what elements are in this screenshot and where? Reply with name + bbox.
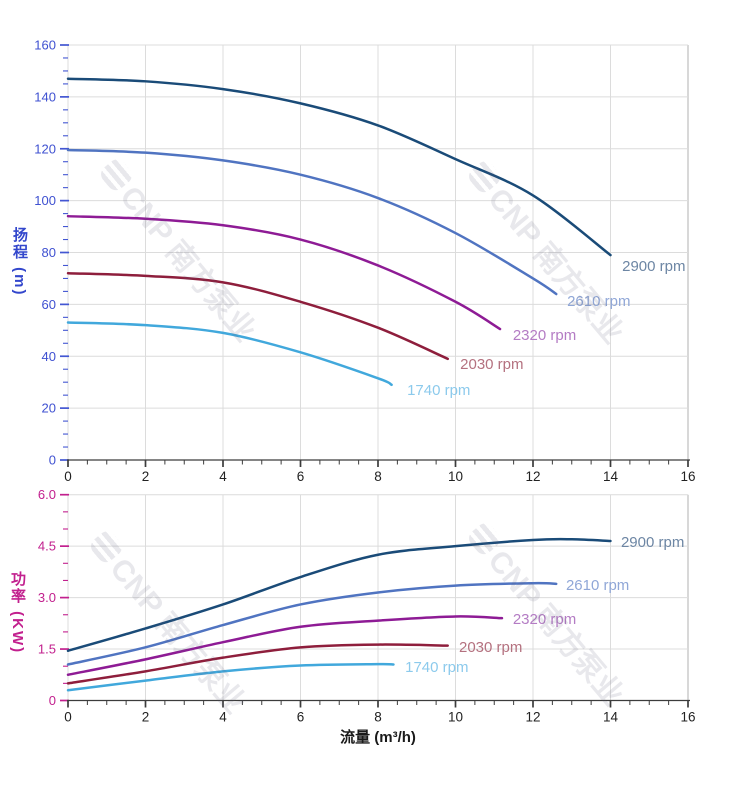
svg-text:14: 14 <box>603 469 619 484</box>
head-vs-flow-label-2900-rpm: 2900 rpm <box>622 258 685 275</box>
power-vs-flow-series-1740-rpm: 1740 rpm <box>66 659 469 692</box>
svg-text:10: 10 <box>448 469 463 484</box>
svg-text:2: 2 <box>142 710 150 725</box>
power-vs-flow-label-2320-rpm: 2320 rpm <box>513 611 576 628</box>
head-vs-flow-series-2900-rpm: 2900 rpm <box>66 77 686 275</box>
svg-text:1.5: 1.5 <box>38 642 56 657</box>
power-vs-flow-label-2610-rpm: 2610 rpm <box>566 577 629 594</box>
svg-text:40: 40 <box>42 349 56 364</box>
power-vs-flow-chart: 0 1.5 3.0 4.5 6.0 0 2 4 6 8 10 12 14 16 2900 rpm 2610 r… <box>38 487 696 724</box>
svg-text:20: 20 <box>42 401 56 416</box>
svg-text:4: 4 <box>219 710 227 725</box>
svg-text:0: 0 <box>49 453 56 468</box>
power-vs-flow-label-1740-rpm: 1740 rpm <box>405 659 468 676</box>
power-vs-flow-label-2900-rpm: 2900 rpm <box>621 534 684 551</box>
svg-text:160: 160 <box>34 38 56 53</box>
head-vs-flow-x-axis: 0 2 4 6 8 10 12 14 16 <box>64 459 696 484</box>
svg-text:16: 16 <box>680 469 695 484</box>
head-vs-flow-series-2320-rpm: 2320 rpm <box>66 214 576 344</box>
svg-text:8: 8 <box>374 710 382 725</box>
svg-text:8: 8 <box>374 469 382 484</box>
head-axis-title: 扬程 (m) <box>11 227 28 297</box>
head-vs-flow-grid <box>67 44 689 460</box>
svg-text:4.5: 4.5 <box>38 539 56 554</box>
flow-axis-title: 流量 (m³/h) <box>340 729 416 746</box>
svg-text:12: 12 <box>525 710 540 725</box>
power-axis-title: 功率 (KW) <box>9 571 26 655</box>
head-vs-flow-label-2320-rpm: 2320 rpm <box>513 327 576 344</box>
svg-text:0: 0 <box>49 693 56 708</box>
svg-text:6: 6 <box>297 469 305 484</box>
svg-text:3.0: 3.0 <box>38 590 56 605</box>
svg-text:10: 10 <box>448 710 463 725</box>
head-vs-flow-label-1740-rpm: 1740 rpm <box>407 382 470 399</box>
svg-text:100: 100 <box>34 193 56 208</box>
power-vs-flow-label-2030-rpm: 2030 rpm <box>459 639 522 656</box>
svg-text:14: 14 <box>603 710 619 725</box>
power-vs-flow-series-2900-rpm: 2900 rpm <box>66 534 684 653</box>
power-vs-flow-series-2610-rpm: 2610 rpm <box>66 577 629 666</box>
svg-text:60: 60 <box>42 297 56 312</box>
head-vs-flow-series-2610-rpm: 2610 rpm <box>66 148 630 310</box>
svg-text:12: 12 <box>525 469 540 484</box>
svg-text:80: 80 <box>42 245 56 260</box>
svg-text:0: 0 <box>64 710 72 725</box>
svg-text:140: 140 <box>34 89 56 104</box>
head-vs-flow-chart: 0 20 40 60 80 100 120 140 160 0 2 4 6 8 10 12 14 16 2900 r… <box>34 38 695 485</box>
svg-text:2: 2 <box>142 469 150 484</box>
svg-text:6.0: 6.0 <box>38 487 56 502</box>
head-vs-flow-label-2610-rpm: 2610 rpm <box>567 293 630 310</box>
power-vs-flow-y-axis: 0 1.5 3.0 4.5 6.0 <box>38 487 69 708</box>
head-vs-flow-label-2030-rpm: 2030 rpm <box>460 356 523 373</box>
head-vs-flow-series-1740-rpm: 1740 rpm <box>66 321 470 399</box>
svg-text:6: 6 <box>297 710 305 725</box>
svg-text:16: 16 <box>680 710 695 725</box>
power-vs-flow-grid <box>67 494 689 701</box>
svg-text:120: 120 <box>34 141 56 156</box>
power-vs-flow-x-axis: 0 2 4 6 8 10 12 14 16 <box>64 699 696 725</box>
svg-text:4: 4 <box>219 469 227 484</box>
head-vs-flow-series-2030-rpm: 2030 rpm <box>66 272 524 373</box>
power-vs-flow-series-2320-rpm: 2320 rpm <box>66 611 576 677</box>
power-vs-flow-series-2030-rpm: 2030 rpm <box>66 639 522 685</box>
svg-text:0: 0 <box>64 469 72 484</box>
head-vs-flow-y-axis: 0 20 40 60 80 100 120 140 160 <box>34 38 69 468</box>
